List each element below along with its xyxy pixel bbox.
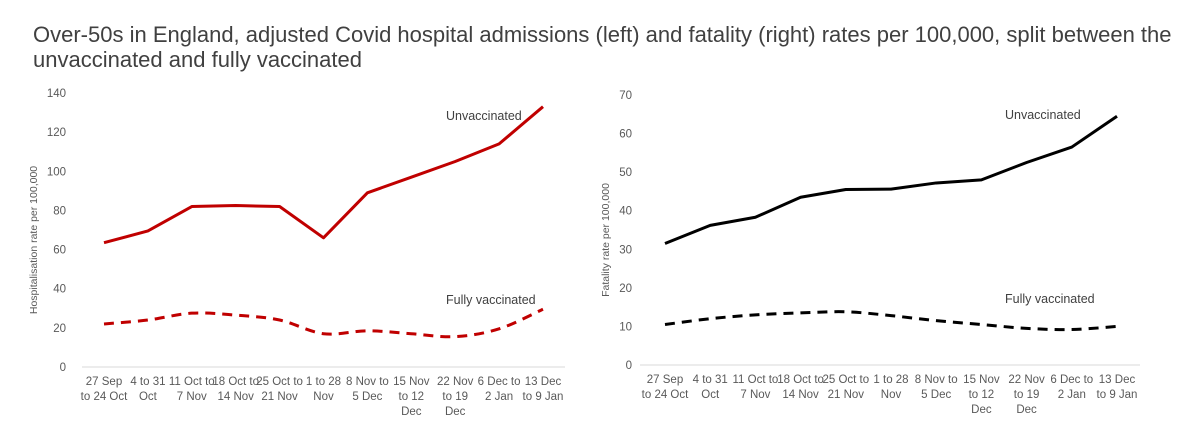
x-tick-label: 11 Oct to 7 Nov	[169, 376, 215, 403]
chart-hospitalisation: 0 20 40 60 80 100 120 140 Hospitalisation rate p…	[28, 88, 565, 418]
x-tick-label: 27 Sep to 24 Oct	[642, 374, 689, 401]
y-tick-label: 60	[53, 245, 66, 257]
chart-fatality: 0 10 20 30 40 50 60 70 Fatality rate per 100,000…	[600, 90, 1140, 416]
x-tick-label: 4 to 31 Oct	[693, 374, 728, 401]
y-tick-label: 80	[53, 205, 66, 217]
y-tick-label: 0	[60, 362, 66, 374]
series-label: Unvaccinated	[446, 109, 522, 123]
x-tick-label: 6 Dec to 2 Jan	[478, 376, 521, 403]
y-tick-label: 140	[47, 88, 66, 100]
x-tick-label: 25 Oct to 21 Nov	[822, 374, 869, 401]
x-tick-label: 4 to 31 Oct	[130, 376, 165, 403]
x-tick-label: 15 Nov to 12 Dec	[963, 374, 1000, 416]
series-label: Fully vaccinated	[1005, 292, 1095, 306]
x-tick-label: 8 Nov to 5 Dec	[915, 374, 958, 401]
x-tick-label: 1 to 28 Nov	[873, 374, 908, 401]
series-line-unvaccinated	[103, 105, 544, 245]
series-label: Unvaccinated	[1005, 108, 1081, 122]
x-tick-label: 22 Nov to 19 Dec	[437, 376, 474, 418]
x-tick-label: 1 to 28 Nov	[306, 376, 341, 403]
x-tick-label: 18 Oct to 14 Nov	[212, 376, 259, 403]
y-tick-label: 60	[619, 129, 632, 141]
y-tick-label: 30	[619, 244, 632, 256]
series-line-unvaccinated	[664, 114, 1118, 245]
y-tick-label: 50	[619, 167, 632, 179]
y-tick-label: 20	[619, 283, 632, 295]
x-tick-label: 11 Oct to 7 Nov	[732, 374, 778, 401]
x-tick-label: 27 Sep to 24 Oct	[81, 376, 128, 403]
x-tick-label: 22 Nov to 19 Dec	[1008, 374, 1045, 416]
y-tick-label: 120	[47, 127, 66, 139]
y-tick-label: 40	[53, 284, 66, 296]
series-line-fully-vaccinated	[664, 310, 1118, 332]
y-tick-label: 0	[626, 360, 632, 372]
y-axis-label: Hospitalisation rate per 100,000	[28, 166, 40, 314]
x-tick-label: 13 Dec to 9 Jan	[1097, 374, 1138, 401]
y-tick-label: 70	[619, 90, 632, 102]
x-tick-label: 25 Oct to 21 Nov	[256, 376, 303, 403]
series-label: Fully vaccinated	[446, 293, 536, 307]
y-tick-label: 10	[619, 321, 632, 333]
y-axis-label: Fatality rate per 100,000	[600, 183, 612, 297]
x-tick-label: 6 Dec to 2 Jan	[1050, 374, 1093, 401]
x-tick-label: 18 Oct to 14 Nov	[777, 374, 824, 401]
y-tick-label: 100	[47, 166, 66, 178]
x-tick-label: 13 Dec to 9 Jan	[523, 376, 564, 403]
y-tick-label: 40	[619, 206, 632, 218]
chart-title: Over-50s in England, adjusted Covid hosp…	[33, 22, 1172, 72]
x-tick-label: 15 Nov to 12 Dec	[393, 376, 430, 418]
x-tick-label: 8 Nov to 5 Dec	[346, 376, 389, 403]
series-line-fully-vaccinated	[103, 307, 544, 339]
y-tick-label: 20	[53, 323, 66, 335]
